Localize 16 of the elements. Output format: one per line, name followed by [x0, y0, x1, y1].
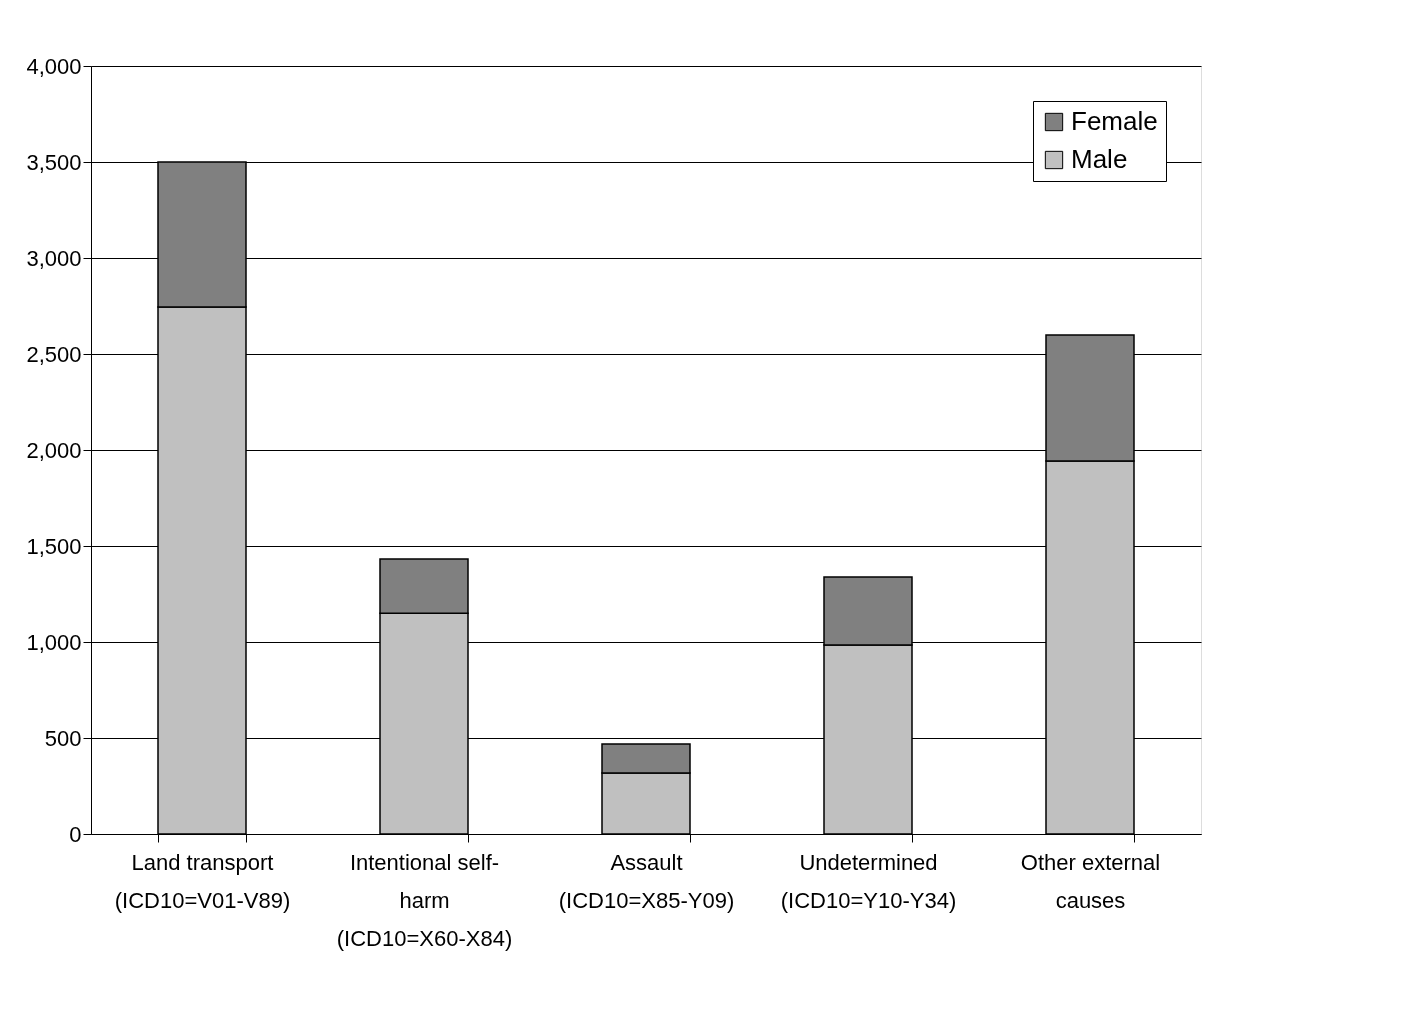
legend-label: Female: [1071, 106, 1158, 136]
y-tick-label: 2,000: [26, 437, 82, 463]
y-tick-label: 3,500: [26, 149, 82, 175]
x-tick-label: Assault (ICD10=X85-Y09): [558, 849, 735, 913]
x-tick-label: Other external causes: [1020, 849, 1161, 913]
x-tick-label: Undetermined (ICD10=Y10-Y34): [780, 849, 957, 913]
y-tick-label: 2,500: [26, 341, 82, 367]
x-tick-label: Intentional self-harm (ICD10=X60-X84): [336, 849, 513, 951]
legend-label: Male: [1071, 144, 1128, 174]
y-tick-label: 1,500: [26, 533, 82, 559]
x-tick-label: Land transport (ICD10=V01-V89): [114, 849, 291, 913]
y-tick-label: 1,000: [26, 629, 82, 655]
y-tick-label: 3,000: [26, 245, 82, 271]
y-tick-label: 4,000: [26, 53, 82, 79]
y-tick-label: 0: [69, 821, 82, 847]
y-tick-label: 500: [44, 725, 82, 751]
